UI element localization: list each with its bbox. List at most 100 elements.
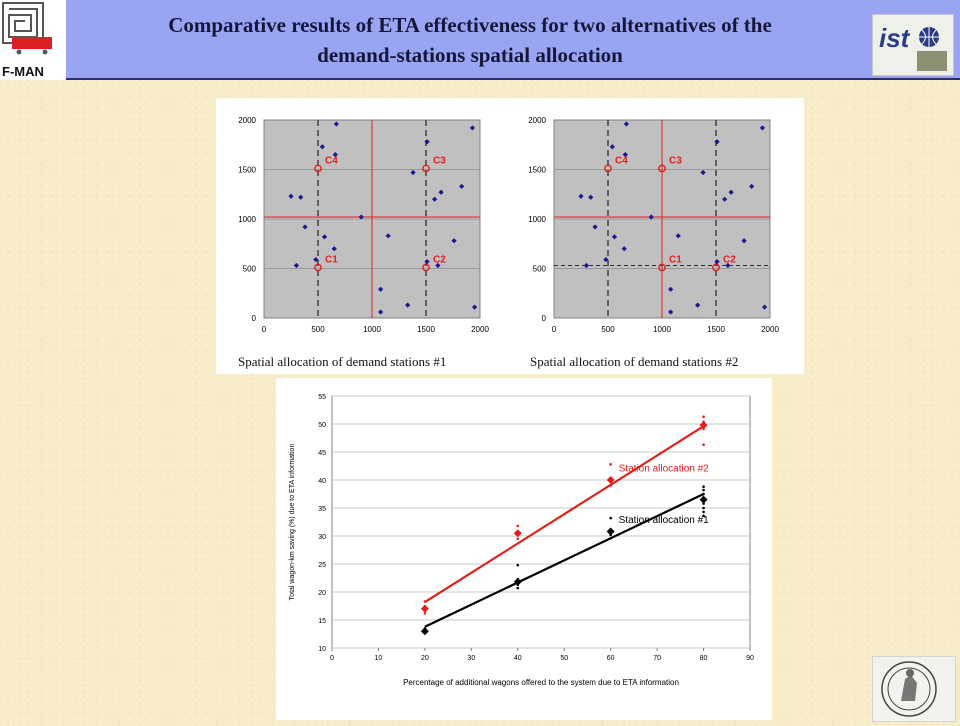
center-marker — [314, 263, 322, 272]
x-tick-label: 500 — [601, 325, 615, 334]
demand-station-point — [714, 258, 720, 265]
demand-station-point — [385, 233, 391, 239]
y-tick-label: 500 — [533, 265, 547, 274]
x-tick-label: 1000 — [363, 325, 381, 334]
scatter-chart-allocation-2: 0 500 1000 1500 2000 0 500 1000 1500 2000 C1 C2 C3 C4 — [528, 116, 779, 334]
run-point — [609, 484, 612, 487]
y-tick-label: 50 — [318, 422, 326, 429]
run-point — [702, 506, 705, 510]
university-seal — [872, 656, 956, 722]
y-tick-label: 25 — [318, 562, 326, 569]
x-tick-label: 20 — [421, 655, 429, 662]
trend-line — [424, 425, 705, 604]
x-tick-label: 2000 — [761, 325, 779, 334]
scatter-chart-allocation-1: 0 500 1000 1500 2000 0 500 1000 1500 2000 C1 C2 C3 C4 — [238, 116, 489, 334]
run-point — [423, 600, 427, 603]
y-tick-label: 1500 — [238, 166, 256, 175]
demand-station-point — [358, 214, 364, 220]
run-point — [609, 536, 612, 540]
y-tick-label: 10 — [318, 646, 326, 653]
demand-station-point — [332, 152, 338, 158]
y-tick-label: 1000 — [238, 215, 256, 224]
x-tick-label: 40 — [514, 655, 522, 662]
y-tick-label: 15 — [318, 618, 326, 625]
demand-station-point — [609, 144, 615, 150]
chart-caption-allocation-1: Spatial allocation of demand stations #1 — [238, 354, 447, 369]
fman-logo-graphic — [2, 2, 52, 55]
run-point — [516, 537, 520, 541]
run-point — [702, 492, 705, 496]
run-point — [609, 516, 612, 520]
run-point — [702, 514, 705, 518]
run-point — [516, 563, 520, 567]
run-point — [702, 488, 705, 492]
mean-point — [699, 421, 708, 430]
header-bar: F-MAN Comparative results of ETA effecti… — [0, 0, 960, 80]
demand-station-point — [424, 258, 430, 265]
y-tick-label: 2000 — [528, 116, 546, 125]
x-tick-label: 10 — [375, 655, 383, 662]
x-tick-label: 0 — [330, 655, 334, 662]
mean-point — [513, 529, 522, 538]
y-tick-label: 55 — [318, 394, 326, 401]
center-marker — [658, 263, 666, 272]
x-tick-label: 2000 — [471, 325, 489, 334]
run-point — [423, 611, 427, 615]
mean-point — [420, 604, 429, 613]
y-tick-label: 500 — [243, 265, 257, 274]
university-seal-graphic — [881, 661, 937, 717]
series-label: Station allocation #1 — [619, 515, 710, 526]
mean-point — [420, 627, 429, 636]
x-tick-label: 30 — [467, 655, 475, 662]
page-title: Comparative results of ETA effectiveness… — [70, 10, 870, 70]
y-tick-label: 20 — [318, 590, 326, 597]
center-marker — [604, 164, 612, 173]
plot-area — [331, 395, 751, 649]
center-label: C4 — [325, 156, 338, 167]
demand-station-point — [722, 196, 728, 202]
mean-point — [606, 527, 615, 536]
run-point — [516, 524, 520, 528]
x-tick-label: 0 — [552, 325, 557, 334]
mean-point — [699, 495, 708, 504]
y-tick-label: 30 — [318, 534, 326, 541]
chart-panel-allocation-1: 0 500 1000 1500 2000 0 500 1000 1500 2000 C1 C2 C3 C4… — [216, 98, 506, 374]
center-marker — [712, 263, 720, 272]
center-label: C1 — [325, 255, 338, 266]
center-label: C1 — [669, 255, 682, 266]
mean-point — [606, 476, 615, 484]
demand-station-point — [288, 193, 294, 199]
ist-logo: ist — [872, 14, 954, 76]
demand-station-point — [759, 125, 766, 131]
demand-station-point — [438, 189, 444, 195]
x-tick-label: 50 — [560, 655, 568, 662]
run-point — [702, 443, 705, 447]
x-tick-label: 1500 — [707, 325, 725, 334]
y-tick-label: 0 — [252, 314, 257, 323]
demand-station-point — [622, 152, 628, 158]
run-point — [609, 463, 612, 466]
chart-caption-allocation-2: Spatial allocation of demand stations #2 — [530, 354, 739, 369]
trend-line — [424, 493, 705, 628]
center-label: C3 — [433, 156, 446, 167]
demand-station-point — [728, 189, 734, 195]
y-tick-label: 1500 — [528, 166, 546, 175]
run-point — [702, 510, 705, 514]
fman-logo-text: F-MAN — [2, 64, 44, 79]
ist-logo-text: ist — [879, 23, 910, 53]
demand-station-point — [432, 196, 438, 202]
y-tick-label: 1000 — [528, 215, 546, 224]
center-marker — [422, 164, 430, 173]
y-tick-label: 2000 — [238, 116, 256, 125]
chart-panel-savings: 10 15 20 25 30 35 40 45 50 55 0 10 20 30 40 50 60 70 80 90 P… — [276, 378, 772, 720]
x-tick-label: 80 — [700, 655, 708, 662]
x-tick-label: 1500 — [417, 325, 435, 334]
run-point — [702, 485, 705, 489]
center-marker — [314, 164, 322, 173]
demand-station-point — [469, 125, 476, 131]
center-marker — [658, 164, 666, 173]
run-point — [516, 586, 520, 590]
y-tick-label: 40 — [318, 478, 326, 485]
x-tick-label: 500 — [311, 325, 325, 334]
demand-station-point — [298, 194, 304, 200]
